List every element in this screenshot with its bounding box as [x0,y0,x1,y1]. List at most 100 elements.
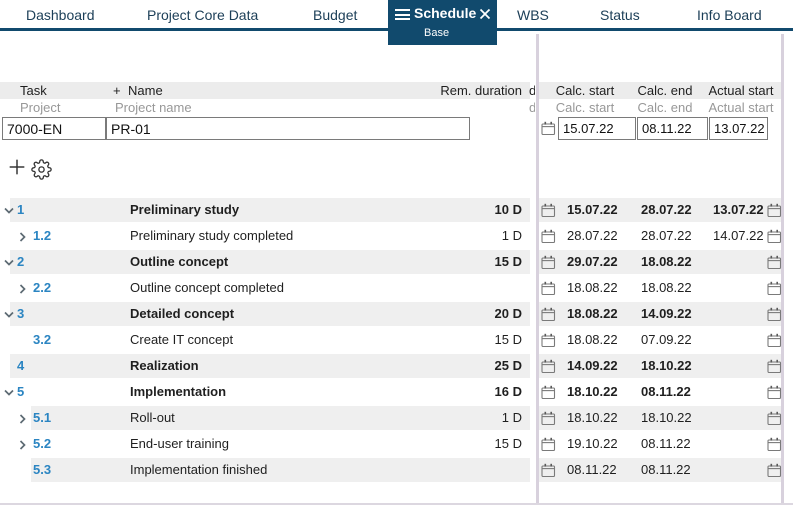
task-number: 2.2 [33,280,52,295]
header-clipped-column: d [529,83,535,98]
tab-schedule[interactable]: Schedule Base [388,0,497,45]
calendar-icon[interactable] [541,121,556,141]
calendar-icon[interactable] [541,281,556,301]
table-row[interactable]: 5.3 Implementation finished 08.11.22 08.… [0,457,793,483]
calendar-icon[interactable] [767,411,782,431]
calendar-icon[interactable] [767,359,782,379]
calc-start-date: 29.07.22 [567,254,618,269]
header-task[interactable]: Task [20,83,47,98]
calendar-icon[interactable] [541,229,556,249]
project-name-input[interactable] [106,117,470,140]
task-number: 5.2 [33,436,52,451]
calendar-icon[interactable] [541,203,556,223]
calendar-icon[interactable] [767,229,782,249]
actual-start-date: 14.07.22 [713,228,764,243]
table-row[interactable]: 1 Preliminary study 10 D 15.07.22 28.07.… [0,197,793,223]
tab-schedule-label: Schedule [414,5,477,21]
table-row[interactable]: 5.2 End-user training 15 D 19.10.22 08.1… [0,431,793,457]
header-bg-right [539,82,781,99]
calendar-icon[interactable] [767,281,782,301]
header-name[interactable]: Name [128,83,163,98]
calc-start-input[interactable] [558,117,636,140]
calendar-icon[interactable] [541,411,556,431]
row-stripe-right [539,302,781,326]
chevron-right-icon[interactable] [17,438,29,450]
calendar-icon[interactable] [541,333,556,353]
task-rem-duration: 1 D [501,228,522,243]
chevron-down-icon[interactable] [3,386,15,398]
chevron-down-icon[interactable] [3,256,15,268]
pane-splitter-left[interactable] [536,34,539,504]
table-row[interactable]: 1.2 Preliminary study completed 1 D 28.0… [0,223,793,249]
add-task-button[interactable] [6,156,28,183]
row-stripe [10,302,530,326]
calc-end-date: 18.08.22 [641,254,692,269]
calendar-icon[interactable] [541,307,556,327]
gear-icon[interactable] [31,159,52,185]
close-icon[interactable] [479,7,491,20]
plus-icon[interactable]: + [113,83,121,98]
calc-end-input[interactable] [637,117,708,140]
calc-end-date: 28.07.22 [641,228,692,243]
calendar-icon[interactable] [541,437,556,457]
calc-end-date: 18.10.22 [641,410,692,425]
calc-start-date: 14.09.22 [567,358,618,373]
subheader-actual-start: Actual start [708,100,774,115]
header-rem-duration[interactable]: Rem. duration [440,83,522,98]
tab-wbs[interactable]: WBS [517,7,549,23]
table-row[interactable]: 5 Implementation 16 D 18.10.22 08.11.22 [0,379,793,405]
calendar-icon[interactable] [541,385,556,405]
task-name: Outline concept [130,254,229,269]
task-number: 1 [17,202,25,217]
task-rem-duration: 20 D [494,306,522,321]
calendar-icon[interactable] [767,255,782,275]
chevron-down-icon[interactable] [3,308,15,320]
calendar-icon[interactable] [767,333,782,353]
calc-start-date: 08.11.22 [567,462,617,477]
tab-info-board[interactable]: Info Board [697,7,762,23]
table-row[interactable]: 2 Outline concept 15 D 29.07.22 18.08.22 [0,249,793,275]
table-row[interactable]: 3.2 Create IT concept 15 D 18.08.22 07.0… [0,327,793,353]
actual-start-input[interactable] [709,117,768,140]
tab-status[interactable]: Status [600,7,640,23]
calc-start-date: 15.07.22 [567,202,618,217]
calc-end-date: 08.11.22 [641,384,691,399]
table-row[interactable]: 5.1 Roll-out 1 D 18.10.22 18.10.22 [0,405,793,431]
project-id-input[interactable] [2,117,106,140]
calc-end-date: 07.09.22 [641,332,692,347]
calendar-icon[interactable] [541,255,556,275]
chevron-down-icon[interactable] [3,204,15,216]
calc-end-date: 28.07.22 [641,202,692,217]
calc-start-date: 19.10.22 [567,436,618,451]
chevron-right-icon[interactable] [17,412,29,424]
calendar-icon[interactable] [767,437,782,457]
pane-splitter-right[interactable] [781,34,784,504]
header-actual-start[interactable]: Actual start [708,83,774,98]
chevron-right-icon[interactable] [17,282,29,294]
task-name: End-user training [130,436,229,451]
table-row[interactable]: 2.2 Outline concept completed 18.08.22 1… [0,275,793,301]
calendar-icon[interactable] [541,359,556,379]
chevron-right-icon[interactable] [17,230,29,242]
calc-end-date: 18.10.22 [641,358,692,373]
table-row[interactable]: 3 Detailed concept 20 D 18.08.22 14.09.2… [0,301,793,327]
calendar-icon[interactable] [541,463,556,483]
table-row[interactable]: 4 Realization 25 D 14.09.22 18.10.22 [0,353,793,379]
task-name: Realization [130,358,199,373]
header-calc-end[interactable]: Calc. end [637,83,693,98]
calendar-icon[interactable] [767,307,782,327]
task-number: 3 [17,306,25,321]
tab-project-core-data[interactable]: Project Core Data [147,7,259,23]
calc-start-date: 18.08.22 [567,332,618,347]
task-number: 2 [17,254,25,269]
calendar-icon[interactable] [767,385,782,405]
tab-budget[interactable]: Budget [313,7,358,23]
calendar-icon[interactable] [767,203,782,223]
hamburger-icon[interactable] [395,9,411,22]
subheader-calc-start: Calc. start [555,100,615,115]
row-stripe-right [539,354,781,378]
header-calc-start[interactable]: Calc. start [555,83,615,98]
calendar-icon[interactable] [767,463,782,483]
tab-dashboard[interactable]: Dashboard [26,7,95,23]
subheader-project-name: Project name [115,100,192,115]
